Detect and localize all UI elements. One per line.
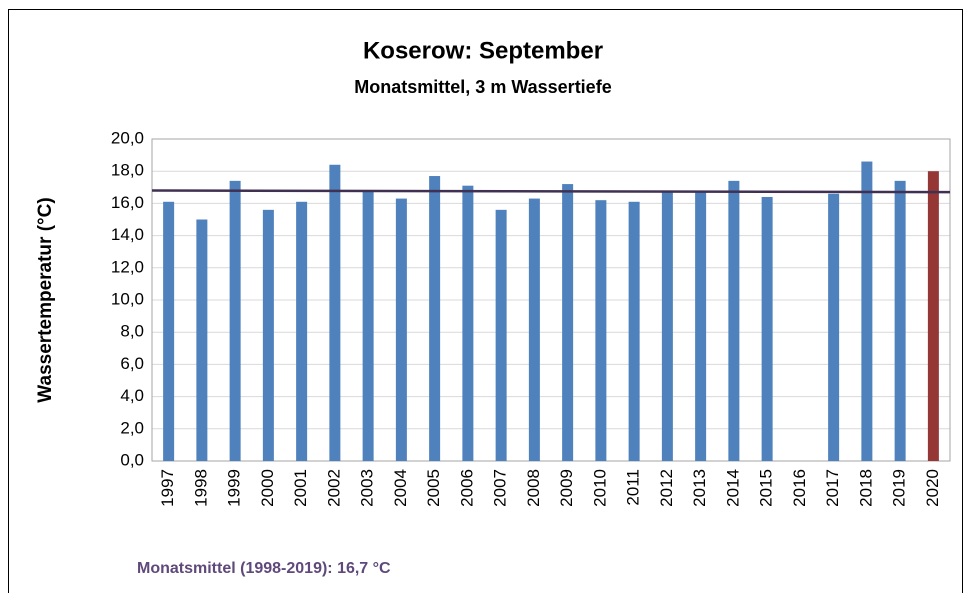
y-tick-label: 4,0 xyxy=(120,386,144,405)
y-tick-label: 6,0 xyxy=(120,354,144,373)
y-tick-label: 8,0 xyxy=(120,322,144,341)
x-tick-label: 2013 xyxy=(690,469,709,507)
bar xyxy=(528,198,540,461)
bar xyxy=(828,193,840,462)
x-tick-label: 2000 xyxy=(258,469,277,507)
x-tick-label: 2007 xyxy=(491,469,510,507)
x-tick-label: 2001 xyxy=(291,469,310,507)
y-tick-label: 18,0 xyxy=(111,161,144,180)
x-tick-label: 2005 xyxy=(424,469,443,507)
bar xyxy=(894,180,906,462)
x-tick-label: 2009 xyxy=(557,469,576,507)
bar xyxy=(296,201,308,462)
reference-line xyxy=(151,189,951,194)
x-tick-label: 2018 xyxy=(856,469,875,507)
y-tick-label: 12,0 xyxy=(111,257,144,276)
bar xyxy=(628,201,640,462)
y-tick-label: 14,0 xyxy=(111,225,144,244)
x-tick-label: 1997 xyxy=(158,469,177,507)
bar xyxy=(861,161,873,462)
y-tick-label: 10,0 xyxy=(111,289,144,308)
bar xyxy=(395,198,407,461)
x-tick-label: 2010 xyxy=(590,469,609,507)
annotation: Monatsmittel (1998-2019): 16,7 °C xyxy=(137,560,391,577)
bar xyxy=(562,184,574,461)
x-tick-label: 2014 xyxy=(723,469,742,507)
x-tick-label: 2015 xyxy=(757,469,776,507)
bar xyxy=(595,200,607,461)
x-tick-label: 2020 xyxy=(923,469,942,507)
chart-title: Koserow: September xyxy=(363,37,603,64)
bar xyxy=(362,190,374,461)
x-tick-label: 2017 xyxy=(823,469,842,507)
bar xyxy=(196,219,208,461)
bar xyxy=(329,164,341,461)
bar xyxy=(262,209,274,461)
bar xyxy=(462,185,474,461)
x-tick-label: 2011 xyxy=(624,469,643,506)
bar xyxy=(728,180,740,462)
x-tick-label: 2002 xyxy=(324,469,343,507)
y-tick-label: 16,0 xyxy=(111,193,144,212)
bar xyxy=(163,201,175,462)
x-tick-label: 2019 xyxy=(890,469,909,507)
bar xyxy=(761,196,773,461)
y-tick-label: 0,0 xyxy=(120,450,144,469)
bar xyxy=(927,171,939,461)
x-tick-label: 2003 xyxy=(358,469,377,507)
chart-subtitle: Monatsmittel, 3 m Wassertiefe xyxy=(354,77,611,97)
x-tick-label: 1998 xyxy=(191,469,210,507)
bar xyxy=(429,176,441,461)
bar xyxy=(495,209,507,461)
y-tick-label: 20,0 xyxy=(111,128,144,147)
bar xyxy=(695,190,707,461)
plot-border xyxy=(151,138,951,462)
x-tick-label: 2016 xyxy=(790,469,809,507)
x-tick-label: 2004 xyxy=(391,469,410,507)
bar xyxy=(661,190,673,461)
x-tick-label: 2008 xyxy=(524,469,543,507)
x-tick-label: 1999 xyxy=(225,469,244,507)
y-axis-label: Wassertemperatur (°C) xyxy=(35,197,56,402)
x-tick-label: 2006 xyxy=(457,469,476,507)
y-tick-label: 2,0 xyxy=(120,418,144,437)
bar xyxy=(229,180,241,462)
x-tick-label: 2012 xyxy=(657,469,676,507)
